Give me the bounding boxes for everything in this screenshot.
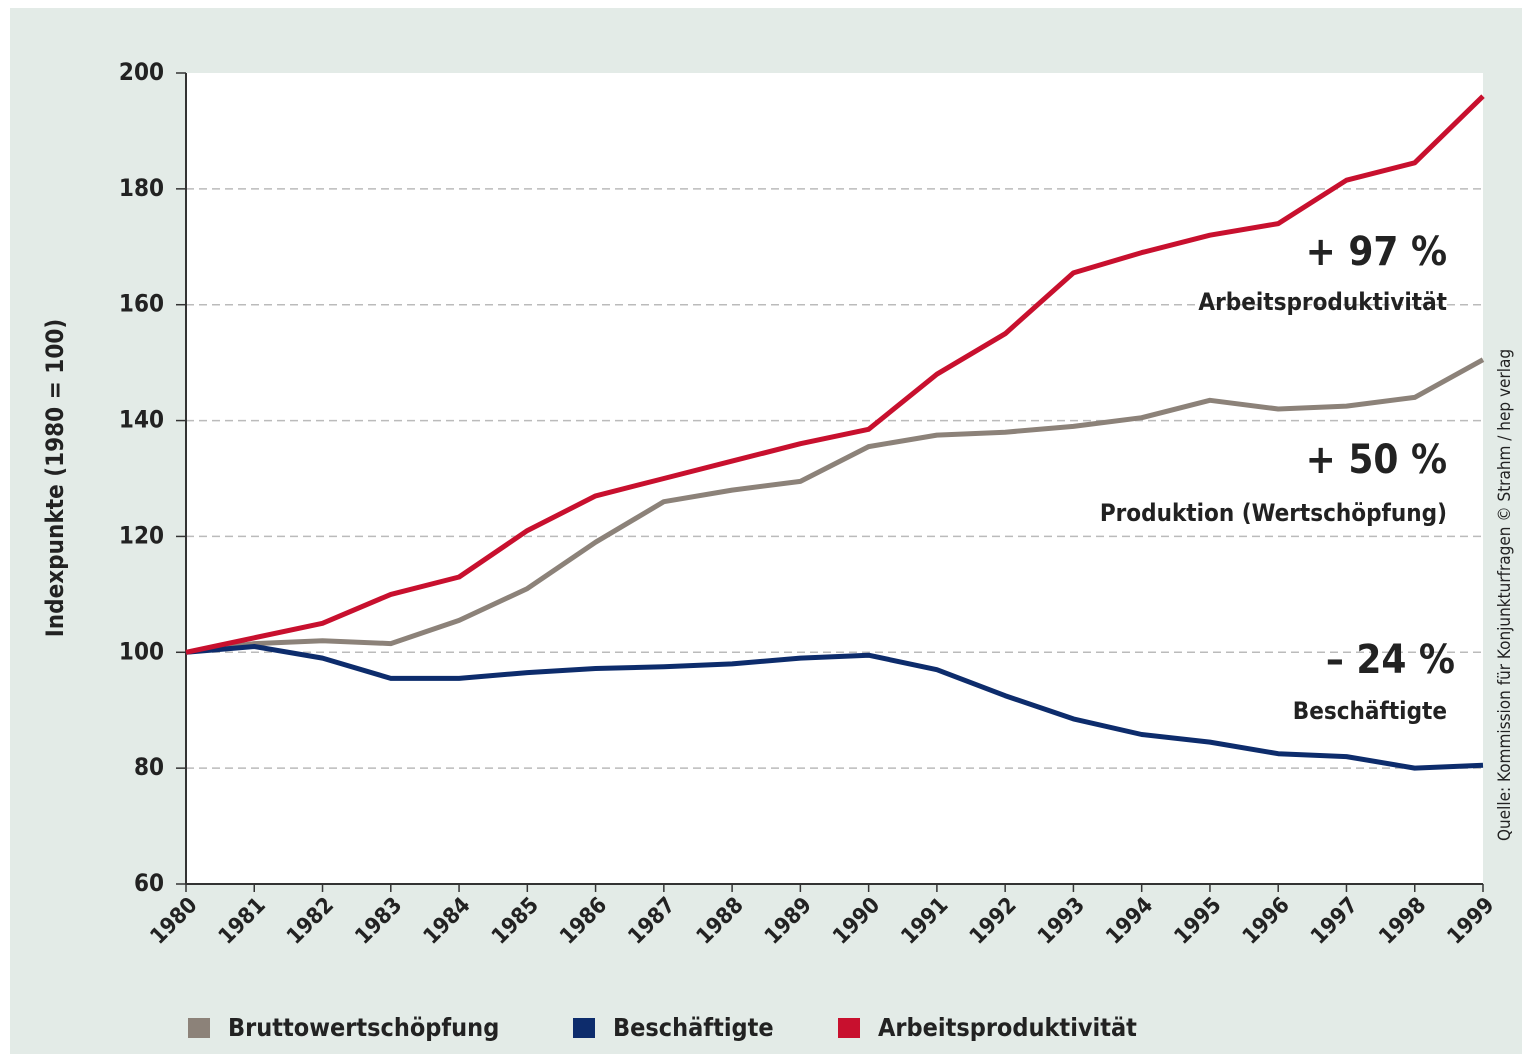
- series-line: [185, 94, 1485, 655]
- annotation: + 50 %: [1306, 437, 1447, 483]
- y-tick-label: 120: [119, 521, 164, 549]
- annotation: Produktion (Wertschöpfung): [1100, 499, 1447, 527]
- plot-area: [186, 73, 1483, 884]
- legend-label: Arbeitsproduktivität: [878, 1013, 1137, 1042]
- annotation: Arbeitsproduktivität: [1198, 288, 1447, 316]
- annotation: – 24 %: [1326, 637, 1455, 683]
- legend-swatch: [838, 1018, 860, 1038]
- y-tick-label: 180: [119, 174, 164, 202]
- y-tick-label: 60: [134, 869, 164, 897]
- y-axis-label: Indexpunkte (1980 = 100): [41, 319, 69, 638]
- y-tick-label: 160: [119, 290, 164, 318]
- annotation: + 97 %: [1306, 229, 1447, 275]
- annotation: Beschäftigte: [1293, 697, 1447, 725]
- series-line: [185, 357, 1485, 655]
- y-tick-label: 140: [119, 406, 164, 434]
- legend-label: Bruttowertschöpfung: [228, 1013, 499, 1042]
- legend-label: Beschäftigte: [613, 1013, 774, 1042]
- y-tick-label: 80: [134, 753, 164, 781]
- series-line: [185, 644, 1484, 771]
- y-tick-label: 100: [119, 637, 164, 665]
- legend-swatch: [573, 1018, 595, 1038]
- y-tick-label: 200: [119, 58, 164, 86]
- legend-swatch: [188, 1018, 210, 1038]
- source-note: Quelle: Kommission für Konjunkturfragen …: [1495, 349, 1515, 841]
